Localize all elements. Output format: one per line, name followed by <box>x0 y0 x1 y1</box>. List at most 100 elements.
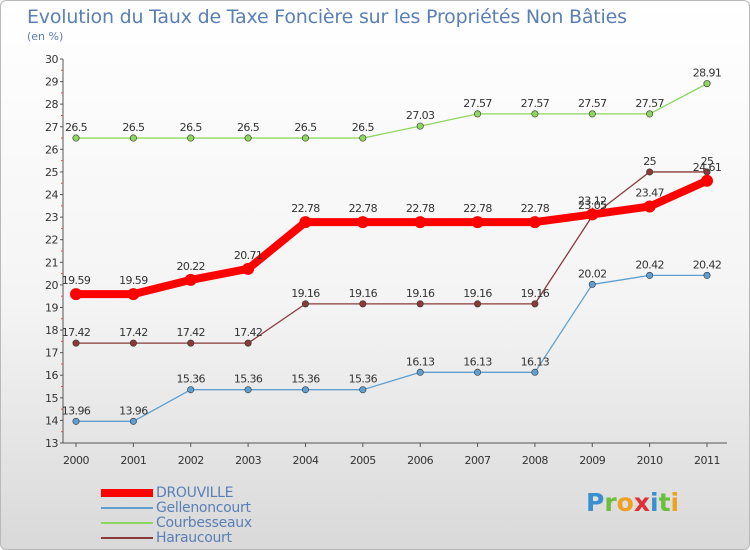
data-label: 17.42 <box>62 326 91 339</box>
data-label: 27.57 <box>578 97 607 110</box>
data-label: 26.5 <box>237 121 260 134</box>
x-tick-label: 2009 <box>579 454 605 467</box>
y-tick-label: 22 <box>45 234 58 247</box>
x-tick-label: 2011 <box>694 454 720 467</box>
x-tick-label: 2002 <box>178 454 204 467</box>
data-label: 16.13 <box>521 355 550 368</box>
data-point <box>646 271 654 279</box>
data-label: 16.13 <box>463 355 492 368</box>
data-label: 22.78 <box>349 202 378 215</box>
data-label: 15.36 <box>176 373 205 386</box>
data-point <box>646 110 654 118</box>
logo-letter: P <box>586 488 605 517</box>
y-tick-label: 16 <box>45 369 58 382</box>
data-label: 24.61 <box>693 161 722 174</box>
data-label: 20.42 <box>693 258 722 271</box>
data-point <box>588 110 596 118</box>
x-tick-label: 2000 <box>63 454 89 467</box>
data-label: 26.5 <box>352 121 375 134</box>
data-point <box>414 216 427 229</box>
data-label: 17.42 <box>176 326 205 339</box>
y-tick-label: 30 <box>45 53 58 66</box>
data-point <box>129 339 137 347</box>
data-point <box>187 386 195 394</box>
data-point <box>359 386 367 394</box>
data-point <box>187 134 195 142</box>
data-label: 15.36 <box>349 373 378 386</box>
data-point <box>531 300 539 308</box>
data-label: 26.5 <box>180 121 203 134</box>
logo-letter: i <box>670 488 680 517</box>
data-point <box>586 208 599 221</box>
x-tick-label: 2006 <box>407 454 433 467</box>
data-point <box>301 300 309 308</box>
data-label: 17.42 <box>119 326 148 339</box>
data-point <box>242 262 255 275</box>
legend-swatch <box>101 507 153 509</box>
data-label: 25 <box>643 155 656 168</box>
y-tick-label: 20 <box>45 279 58 292</box>
data-label: 19.16 <box>349 287 378 300</box>
legend-label: Haraucourt <box>156 530 232 546</box>
y-tick-label: 25 <box>45 166 58 179</box>
legend-label: Gellenoncourt <box>156 500 251 516</box>
y-tick-label: 24 <box>45 189 58 202</box>
data-point <box>416 368 424 376</box>
data-point <box>244 134 252 142</box>
data-point <box>244 339 252 347</box>
y-tick-label: 19 <box>45 301 58 314</box>
y-tick-label: 18 <box>45 324 58 337</box>
x-tick-label: 2005 <box>350 454 376 467</box>
data-point <box>356 216 369 229</box>
data-point <box>703 271 711 279</box>
data-label: 23.12 <box>578 194 607 207</box>
y-tick-label: 23 <box>45 211 58 224</box>
data-point <box>301 386 309 394</box>
data-point <box>72 134 80 142</box>
legend-swatch <box>101 522 153 524</box>
data-label: 26.5 <box>294 121 317 134</box>
data-label: 28.91 <box>693 67 722 80</box>
logo-letter: r <box>604 488 617 517</box>
logo-letter: o <box>616 488 634 517</box>
data-point <box>301 134 309 142</box>
data-point <box>703 80 711 88</box>
data-label: 26.5 <box>122 121 145 134</box>
data-point <box>474 300 482 308</box>
y-tick-label: 21 <box>45 256 58 269</box>
y-tick-label: 27 <box>45 121 58 134</box>
y-tick-label: 26 <box>45 143 58 156</box>
proxiti-logo: Proxiti <box>586 488 679 517</box>
x-tick-label: 2003 <box>235 454 261 467</box>
data-label: 27.57 <box>463 97 492 110</box>
data-label: 23.47 <box>635 187 664 200</box>
data-point <box>531 110 539 118</box>
data-label: 22.78 <box>291 202 320 215</box>
data-label: 19.16 <box>406 287 435 300</box>
chart-title: Evolution du Taux de Taxe Foncière sur l… <box>27 6 627 28</box>
logo-letter: t <box>658 488 671 517</box>
series-line-haraucourt <box>76 171 707 344</box>
data-label: 27.57 <box>521 97 550 110</box>
x-tick-label: 2008 <box>522 454 548 467</box>
x-tick-label: 2004 <box>292 454 318 467</box>
data-label: 25 <box>701 155 714 168</box>
y-tick-label: 17 <box>45 347 58 360</box>
legend-label: DROUVILLE <box>156 485 234 501</box>
data-label: 26.5 <box>65 121 88 134</box>
data-point <box>129 134 137 142</box>
x-tick-label: 2001 <box>120 454 146 467</box>
data-point <box>359 134 367 142</box>
data-point <box>359 300 367 308</box>
data-label: 19.16 <box>521 287 550 300</box>
data-point <box>70 288 82 301</box>
y-tick-label: 29 <box>45 76 58 89</box>
data-label: 19.59 <box>119 274 148 287</box>
data-label: 13.96 <box>62 404 91 417</box>
data-point <box>474 110 482 118</box>
data-label: 23.05 <box>578 199 607 212</box>
data-point <box>646 168 654 176</box>
data-label: 22.78 <box>463 202 492 215</box>
data-label: 16.13 <box>406 355 435 368</box>
